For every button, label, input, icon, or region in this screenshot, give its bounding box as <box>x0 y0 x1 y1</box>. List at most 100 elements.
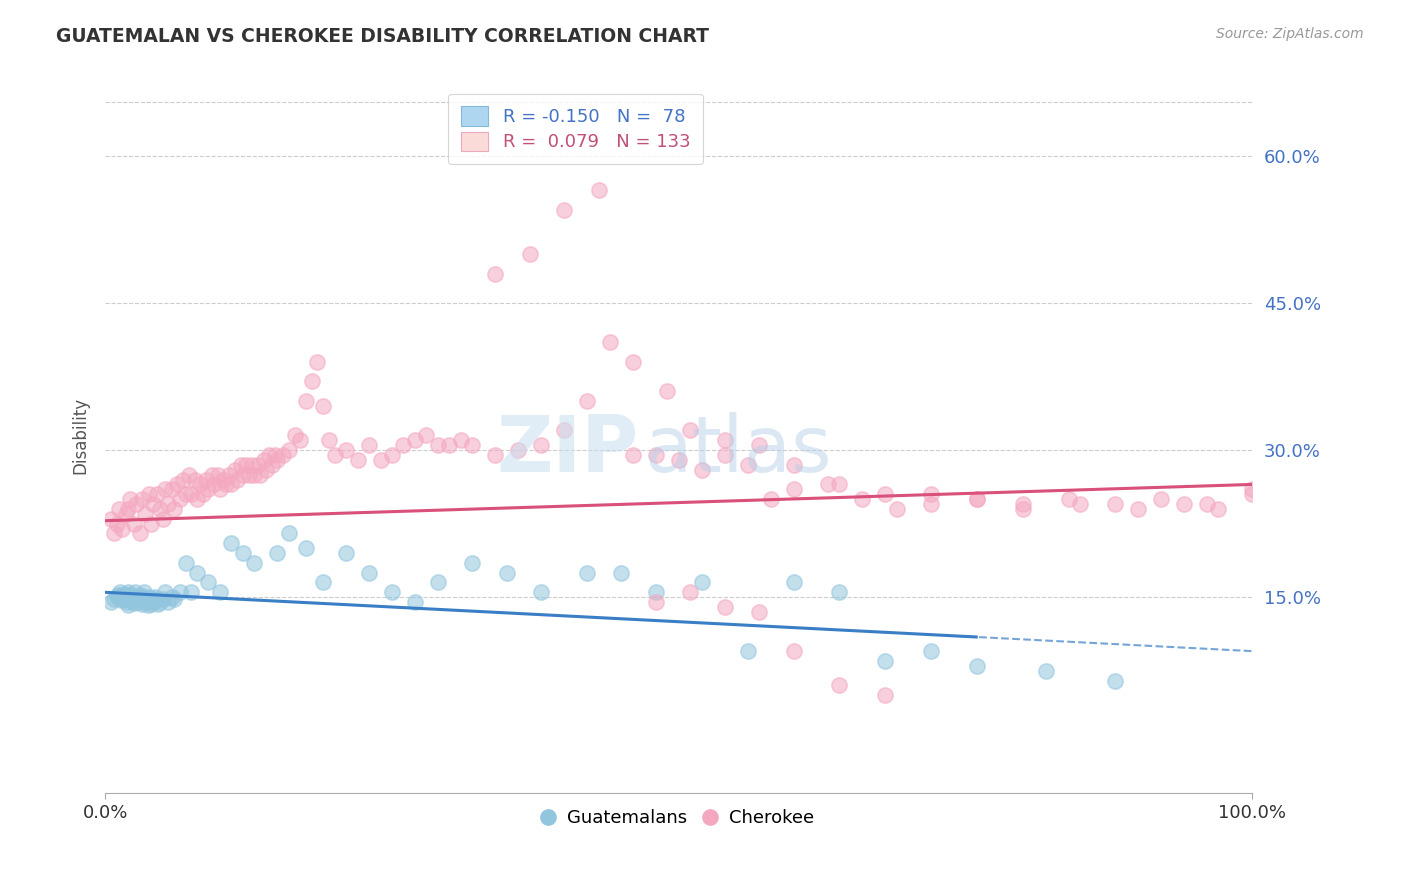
Point <box>169 492 191 507</box>
Point <box>103 526 125 541</box>
Point <box>264 448 287 462</box>
Point <box>141 592 163 607</box>
Point <box>748 605 770 619</box>
Point <box>1126 502 1149 516</box>
Point <box>690 575 713 590</box>
Point <box>226 473 249 487</box>
Point <box>186 492 208 507</box>
Point <box>110 593 132 607</box>
Point <box>266 453 288 467</box>
Point <box>128 526 150 541</box>
Point <box>576 566 599 580</box>
Point <box>153 483 176 497</box>
Point <box>252 453 274 467</box>
Point <box>120 588 142 602</box>
Point <box>138 487 160 501</box>
Point <box>127 595 149 609</box>
Point <box>124 585 146 599</box>
Point <box>283 428 305 442</box>
Point <box>180 585 202 599</box>
Point <box>132 591 155 605</box>
Text: ZIP: ZIP <box>496 412 638 488</box>
Point <box>1104 497 1126 511</box>
Point <box>553 424 575 438</box>
Point <box>359 438 381 452</box>
Point <box>920 497 942 511</box>
Point <box>553 202 575 217</box>
Point <box>129 592 152 607</box>
Point <box>828 678 851 692</box>
Point <box>100 512 122 526</box>
Point <box>142 595 165 609</box>
Point <box>576 394 599 409</box>
Point <box>221 477 243 491</box>
Point <box>197 575 219 590</box>
Point <box>266 546 288 560</box>
Point <box>249 467 271 482</box>
Point <box>359 566 381 580</box>
Point <box>260 458 283 472</box>
Point <box>461 438 484 452</box>
Point <box>318 434 340 448</box>
Point <box>105 591 128 605</box>
Point <box>127 591 149 605</box>
Point <box>920 644 942 658</box>
Point <box>122 596 145 610</box>
Point <box>100 595 122 609</box>
Point <box>495 566 517 580</box>
Point <box>875 654 897 668</box>
Point <box>484 267 506 281</box>
Point <box>166 477 188 491</box>
Point <box>246 458 269 472</box>
Point <box>118 592 141 607</box>
Point <box>644 448 666 462</box>
Point <box>153 585 176 599</box>
Point <box>208 483 231 497</box>
Point <box>966 492 988 507</box>
Point <box>235 458 257 472</box>
Point <box>114 587 136 601</box>
Point <box>370 453 392 467</box>
Point <box>149 502 172 516</box>
Point <box>146 597 169 611</box>
Point <box>381 448 404 462</box>
Point <box>588 183 610 197</box>
Point <box>335 546 357 560</box>
Point <box>1206 502 1229 516</box>
Point <box>1173 497 1195 511</box>
Point <box>644 585 666 599</box>
Point <box>238 467 260 482</box>
Point <box>335 443 357 458</box>
Point <box>277 443 299 458</box>
Point <box>212 473 235 487</box>
Point <box>295 394 318 409</box>
Point <box>259 448 281 462</box>
Point <box>657 384 679 399</box>
Point <box>679 424 702 438</box>
Text: Source: ZipAtlas.com: Source: ZipAtlas.com <box>1216 27 1364 41</box>
Point <box>131 492 153 507</box>
Point <box>737 458 759 472</box>
Point <box>875 487 897 501</box>
Point <box>224 463 246 477</box>
Point <box>218 467 240 482</box>
Point <box>177 467 200 482</box>
Point <box>143 591 166 605</box>
Point <box>439 438 461 452</box>
Point <box>152 512 174 526</box>
Point <box>713 434 735 448</box>
Point <box>152 592 174 607</box>
Point <box>115 595 138 609</box>
Point <box>484 448 506 462</box>
Point <box>202 477 225 491</box>
Point <box>169 585 191 599</box>
Point <box>229 458 252 472</box>
Point <box>111 522 134 536</box>
Point <box>610 566 633 580</box>
Point <box>508 443 530 458</box>
Point <box>301 375 323 389</box>
Point <box>145 592 167 607</box>
Point <box>107 588 129 602</box>
Point <box>759 492 782 507</box>
Point <box>108 585 131 599</box>
